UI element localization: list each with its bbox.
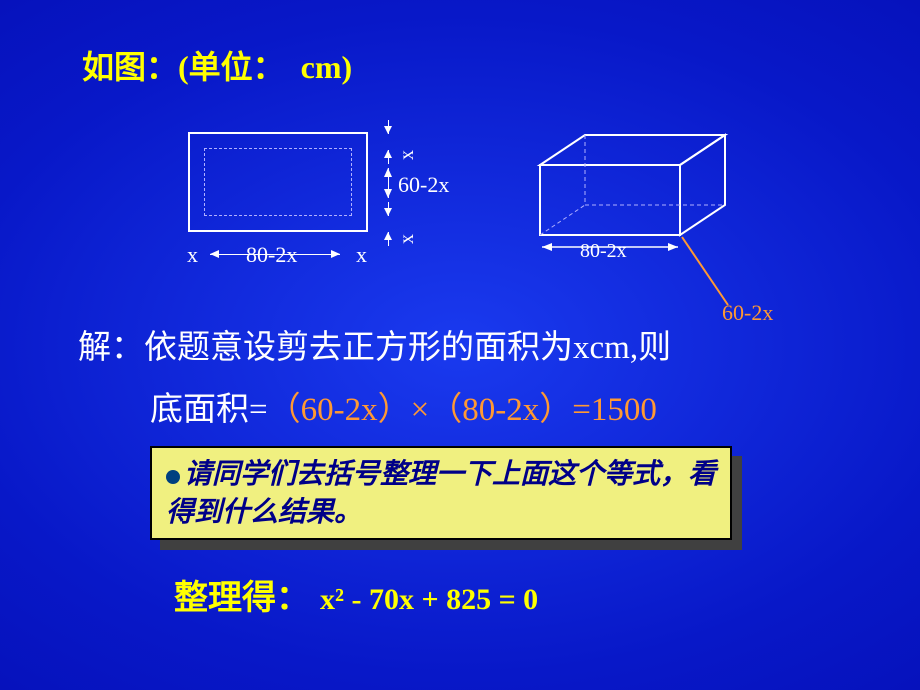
- arrow-x-bot: [388, 202, 389, 216]
- result-equation: x² - 70x + 825 = 0: [320, 583, 538, 616]
- callout-body: 请同学们去括号整理一下上面这个等式，看得到什么结果。: [150, 446, 732, 540]
- result-line: 整理得： x² - 70x + 825 = 0: [174, 570, 538, 619]
- flat-rectangle: [188, 132, 368, 232]
- solution-line1-text: 解：依题意设剪去正方形的面积为: [78, 330, 573, 366]
- var-xcm: xcm,: [573, 330, 638, 366]
- label-x-left: x: [187, 242, 198, 268]
- label-x-right: x: [356, 242, 367, 268]
- label-box-depth: 60-2x: [722, 300, 773, 326]
- slide-title: 如图：(单位： cm): [82, 42, 352, 88]
- callout-box: 请同学们去括号整理一下上面这个等式，看得到什么结果。: [150, 446, 732, 540]
- arrow-mid-v: [388, 168, 389, 198]
- label-x-top: x: [396, 150, 419, 160]
- arrow-x-top: [388, 120, 389, 134]
- arrow-x-top2: [388, 150, 389, 164]
- callout-text: 请同学们去括号整理一下上面这个等式，看得到什么结果。: [166, 459, 716, 528]
- label-mid-v: 60-2x: [398, 172, 449, 198]
- solution-line2: 底面积=（60-2x）×（80-2x）=1500: [150, 382, 657, 430]
- solution-line1-tail: 则: [638, 330, 671, 366]
- box-3d: [540, 135, 760, 265]
- solution-line2-lead: 底面积=: [150, 392, 268, 428]
- label-mid-h: 80-2x: [246, 242, 297, 268]
- solution-line1: 解：依题意设剪去正方形的面积为xcm,则: [78, 320, 671, 368]
- arrow-x-bot2: [388, 232, 389, 246]
- result-label: 整理得：: [174, 580, 310, 617]
- label-x-bottom: x: [396, 234, 419, 244]
- label-box-width: 80-2x: [580, 240, 627, 263]
- solution-line2-expr: （60-2x）×（80-2x）=1500: [268, 392, 657, 428]
- bullet-icon: [166, 470, 180, 484]
